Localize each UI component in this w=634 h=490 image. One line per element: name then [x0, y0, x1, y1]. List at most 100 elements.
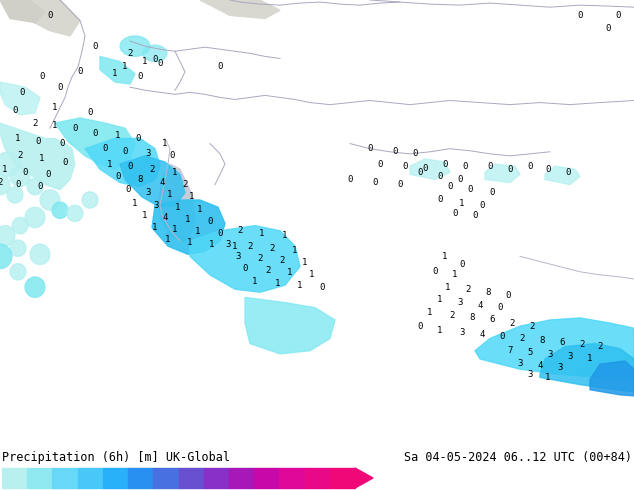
- Text: 1: 1: [232, 242, 238, 251]
- Text: 2: 2: [597, 342, 603, 351]
- Polygon shape: [0, 82, 40, 115]
- Polygon shape: [0, 0, 80, 36]
- Polygon shape: [40, 190, 60, 210]
- Text: 0: 0: [437, 196, 443, 204]
- Text: 0: 0: [417, 321, 423, 331]
- Polygon shape: [200, 0, 280, 19]
- Text: 3: 3: [225, 240, 231, 248]
- Text: 0: 0: [135, 134, 141, 143]
- Text: 4: 4: [162, 213, 167, 222]
- Text: 2: 2: [519, 334, 525, 343]
- Text: 1: 1: [437, 295, 443, 304]
- Text: 1: 1: [445, 283, 451, 292]
- Text: 1: 1: [302, 258, 307, 267]
- Text: 0: 0: [320, 283, 325, 292]
- Text: 0: 0: [457, 175, 463, 184]
- Text: 0: 0: [398, 180, 403, 189]
- Polygon shape: [410, 159, 450, 179]
- Text: 0: 0: [417, 168, 423, 177]
- Bar: [128, 468, 153, 488]
- Bar: [304, 468, 330, 488]
- Polygon shape: [67, 205, 83, 221]
- Bar: [229, 468, 254, 488]
- Text: 0: 0: [22, 168, 28, 177]
- Bar: [103, 468, 128, 488]
- Text: 0: 0: [489, 188, 495, 197]
- Text: 3: 3: [517, 359, 522, 368]
- Polygon shape: [0, 226, 15, 246]
- Polygon shape: [55, 118, 135, 169]
- Text: 0: 0: [19, 88, 25, 97]
- Text: 2: 2: [509, 318, 515, 327]
- Text: 0: 0: [479, 200, 484, 210]
- Polygon shape: [0, 0, 45, 23]
- Text: 0: 0: [36, 137, 41, 146]
- Text: 3: 3: [235, 252, 241, 261]
- Text: 0: 0: [60, 139, 65, 148]
- Text: 2: 2: [127, 49, 133, 58]
- Text: 0: 0: [578, 11, 583, 20]
- Text: 0: 0: [39, 73, 44, 81]
- Text: 0: 0: [443, 160, 448, 169]
- Text: 0: 0: [37, 182, 42, 191]
- Text: 0: 0: [157, 59, 163, 68]
- Text: 1: 1: [115, 131, 120, 140]
- Bar: [153, 468, 179, 488]
- Text: 3: 3: [145, 149, 151, 158]
- Polygon shape: [545, 166, 580, 185]
- Polygon shape: [82, 192, 98, 208]
- Bar: [179, 468, 204, 488]
- Text: 0: 0: [459, 260, 465, 269]
- Text: 1: 1: [165, 236, 171, 245]
- Text: 1: 1: [195, 227, 201, 236]
- Text: 0: 0: [72, 123, 78, 133]
- Text: 3: 3: [153, 200, 158, 210]
- Polygon shape: [0, 123, 75, 190]
- Text: 0: 0: [217, 229, 223, 238]
- Text: 1: 1: [259, 229, 264, 238]
- Text: 0: 0: [62, 158, 68, 167]
- Polygon shape: [540, 343, 634, 392]
- Polygon shape: [0, 152, 20, 176]
- Text: 2: 2: [450, 311, 455, 320]
- Text: 8: 8: [540, 336, 545, 345]
- Text: 0: 0: [102, 144, 108, 153]
- Polygon shape: [27, 178, 43, 195]
- Text: 8: 8: [485, 288, 491, 297]
- Text: 0: 0: [377, 160, 383, 169]
- Text: 1: 1: [142, 57, 148, 66]
- Polygon shape: [25, 207, 45, 228]
- Text: 1: 1: [53, 121, 58, 130]
- Polygon shape: [475, 318, 634, 379]
- Polygon shape: [10, 264, 26, 280]
- Text: 0: 0: [432, 267, 437, 276]
- Polygon shape: [143, 45, 167, 62]
- Text: 2: 2: [183, 180, 188, 189]
- Polygon shape: [10, 240, 26, 256]
- Text: 6: 6: [559, 338, 565, 347]
- Text: 2: 2: [269, 244, 275, 253]
- Text: 1: 1: [15, 134, 21, 143]
- Text: 2: 2: [257, 254, 262, 263]
- Text: 0: 0: [437, 172, 443, 181]
- Text: 0: 0: [45, 170, 51, 179]
- Text: 3: 3: [557, 363, 563, 371]
- Text: 0: 0: [87, 108, 93, 117]
- Bar: [27, 468, 53, 488]
- Text: 0: 0: [57, 83, 63, 92]
- Text: 1: 1: [3, 165, 8, 174]
- Text: 0: 0: [392, 147, 398, 156]
- Polygon shape: [12, 218, 28, 234]
- Text: 0: 0: [347, 175, 353, 184]
- Text: 0: 0: [115, 172, 120, 181]
- Polygon shape: [100, 56, 135, 84]
- Text: 1: 1: [133, 198, 138, 208]
- Text: 2: 2: [465, 285, 470, 294]
- Text: 0: 0: [472, 211, 477, 220]
- Text: 1: 1: [252, 276, 257, 286]
- Text: 0: 0: [500, 332, 505, 341]
- Text: 1: 1: [190, 193, 195, 201]
- Text: 1: 1: [39, 154, 44, 164]
- Text: 0: 0: [566, 168, 571, 177]
- Polygon shape: [120, 156, 185, 207]
